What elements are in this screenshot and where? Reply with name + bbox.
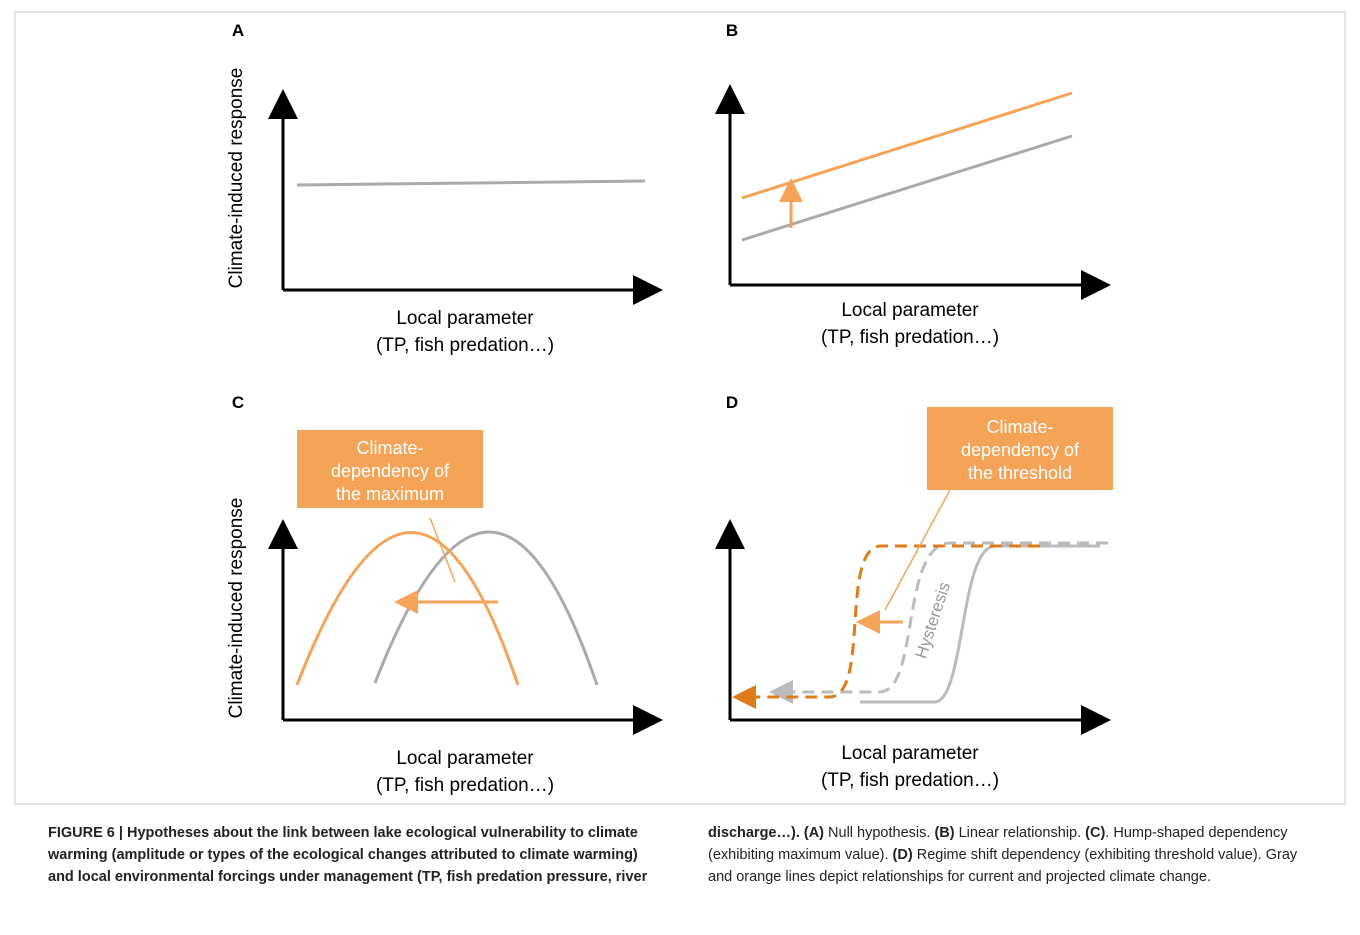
- box-text: the threshold: [968, 463, 1072, 483]
- x-label: Local parameter: [396, 308, 534, 329]
- box-text: the maximum: [336, 484, 444, 504]
- caption-segment: Regime shift dependency (exhibiting thre…: [708, 847, 1298, 885]
- curves: [295, 91, 1108, 709]
- panel-letter: D: [726, 393, 738, 412]
- panel-letter: B: [726, 21, 738, 40]
- caption-segment: Linear relationship.: [954, 825, 1086, 841]
- caption-segment: Null hypothesis.: [824, 825, 935, 841]
- caption: FIGURE 6 | Hypotheses about the link bet…: [48, 822, 1310, 888]
- panel-letter: A: [232, 21, 244, 40]
- box-text: Climate-: [356, 438, 423, 458]
- box-text: dependency of: [961, 440, 1080, 460]
- box: [927, 407, 1113, 490]
- panel-letter: C: [232, 393, 244, 412]
- x-label: (TP, fish predation…): [376, 775, 554, 796]
- caption-segment: (D): [892, 847, 913, 863]
- box-text: dependency of: [331, 461, 450, 481]
- x-label: Local parameter: [841, 743, 979, 764]
- x-label: (TP, fish predation…): [821, 770, 999, 791]
- caption-segment: . Hump-shaped dependency (exhibiting max…: [708, 825, 1288, 863]
- caption-segment: (B): [934, 825, 955, 841]
- x-label: (TP, fish predation…): [376, 335, 554, 356]
- axes: [268, 84, 1111, 735]
- x-label: Local parameter: [841, 300, 979, 321]
- frame: [14, 11, 1346, 805]
- caption-segment: FIGURE 6 | Hypotheses about the link bet…: [48, 825, 825, 885]
- caption-segment: (C): [1085, 825, 1106, 841]
- x-label: Local parameter: [396, 748, 534, 769]
- y-label: Climate-induced response: [226, 68, 247, 289]
- box-text: Climate-: [986, 417, 1053, 437]
- annotation: Hysteresis: [911, 580, 954, 661]
- x-label: (TP, fish predation…): [821, 327, 999, 348]
- box: [297, 430, 483, 508]
- y-label: Climate-induced response: [226, 498, 247, 719]
